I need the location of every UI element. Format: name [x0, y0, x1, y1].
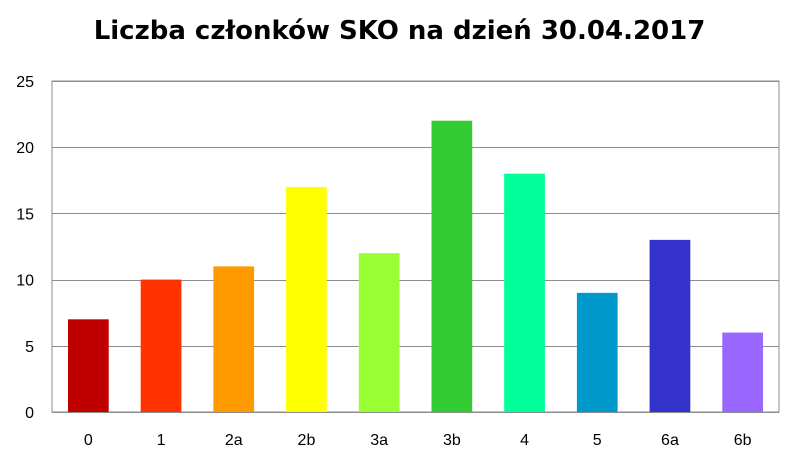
x-tick-label: 6a — [661, 432, 679, 449]
bar — [576, 292, 618, 412]
x-tick-label: 2a — [225, 432, 243, 449]
bar — [431, 120, 473, 412]
x-tick-label: 5 — [593, 432, 602, 449]
bar — [213, 266, 255, 412]
x-tick-label: 3a — [370, 432, 388, 449]
bar — [649, 239, 691, 412]
bar — [722, 332, 764, 412]
bar — [286, 186, 327, 412]
x-tick-label: 3b — [443, 432, 461, 449]
bar — [504, 173, 545, 412]
x-tick-label: 1 — [157, 432, 166, 449]
bar — [140, 279, 182, 412]
bar — [67, 319, 109, 412]
x-tick-label: 2b — [298, 432, 316, 449]
x-tick-label: 6b — [734, 432, 752, 449]
y-tick-label: 0 — [25, 405, 34, 422]
x-tick-label: 0 — [84, 432, 93, 449]
x-tick-label: 4 — [520, 432, 529, 449]
y-tick-label: 10 — [16, 273, 34, 290]
y-tick-label: 25 — [16, 74, 34, 91]
bar — [358, 253, 400, 412]
y-tick-label: 15 — [16, 206, 34, 223]
y-tick-label: 5 — [25, 339, 34, 356]
y-tick-label: 20 — [16, 140, 34, 157]
chart-title: Liczba członków SKO na dzień 30.04.2017 — [93, 16, 706, 46]
